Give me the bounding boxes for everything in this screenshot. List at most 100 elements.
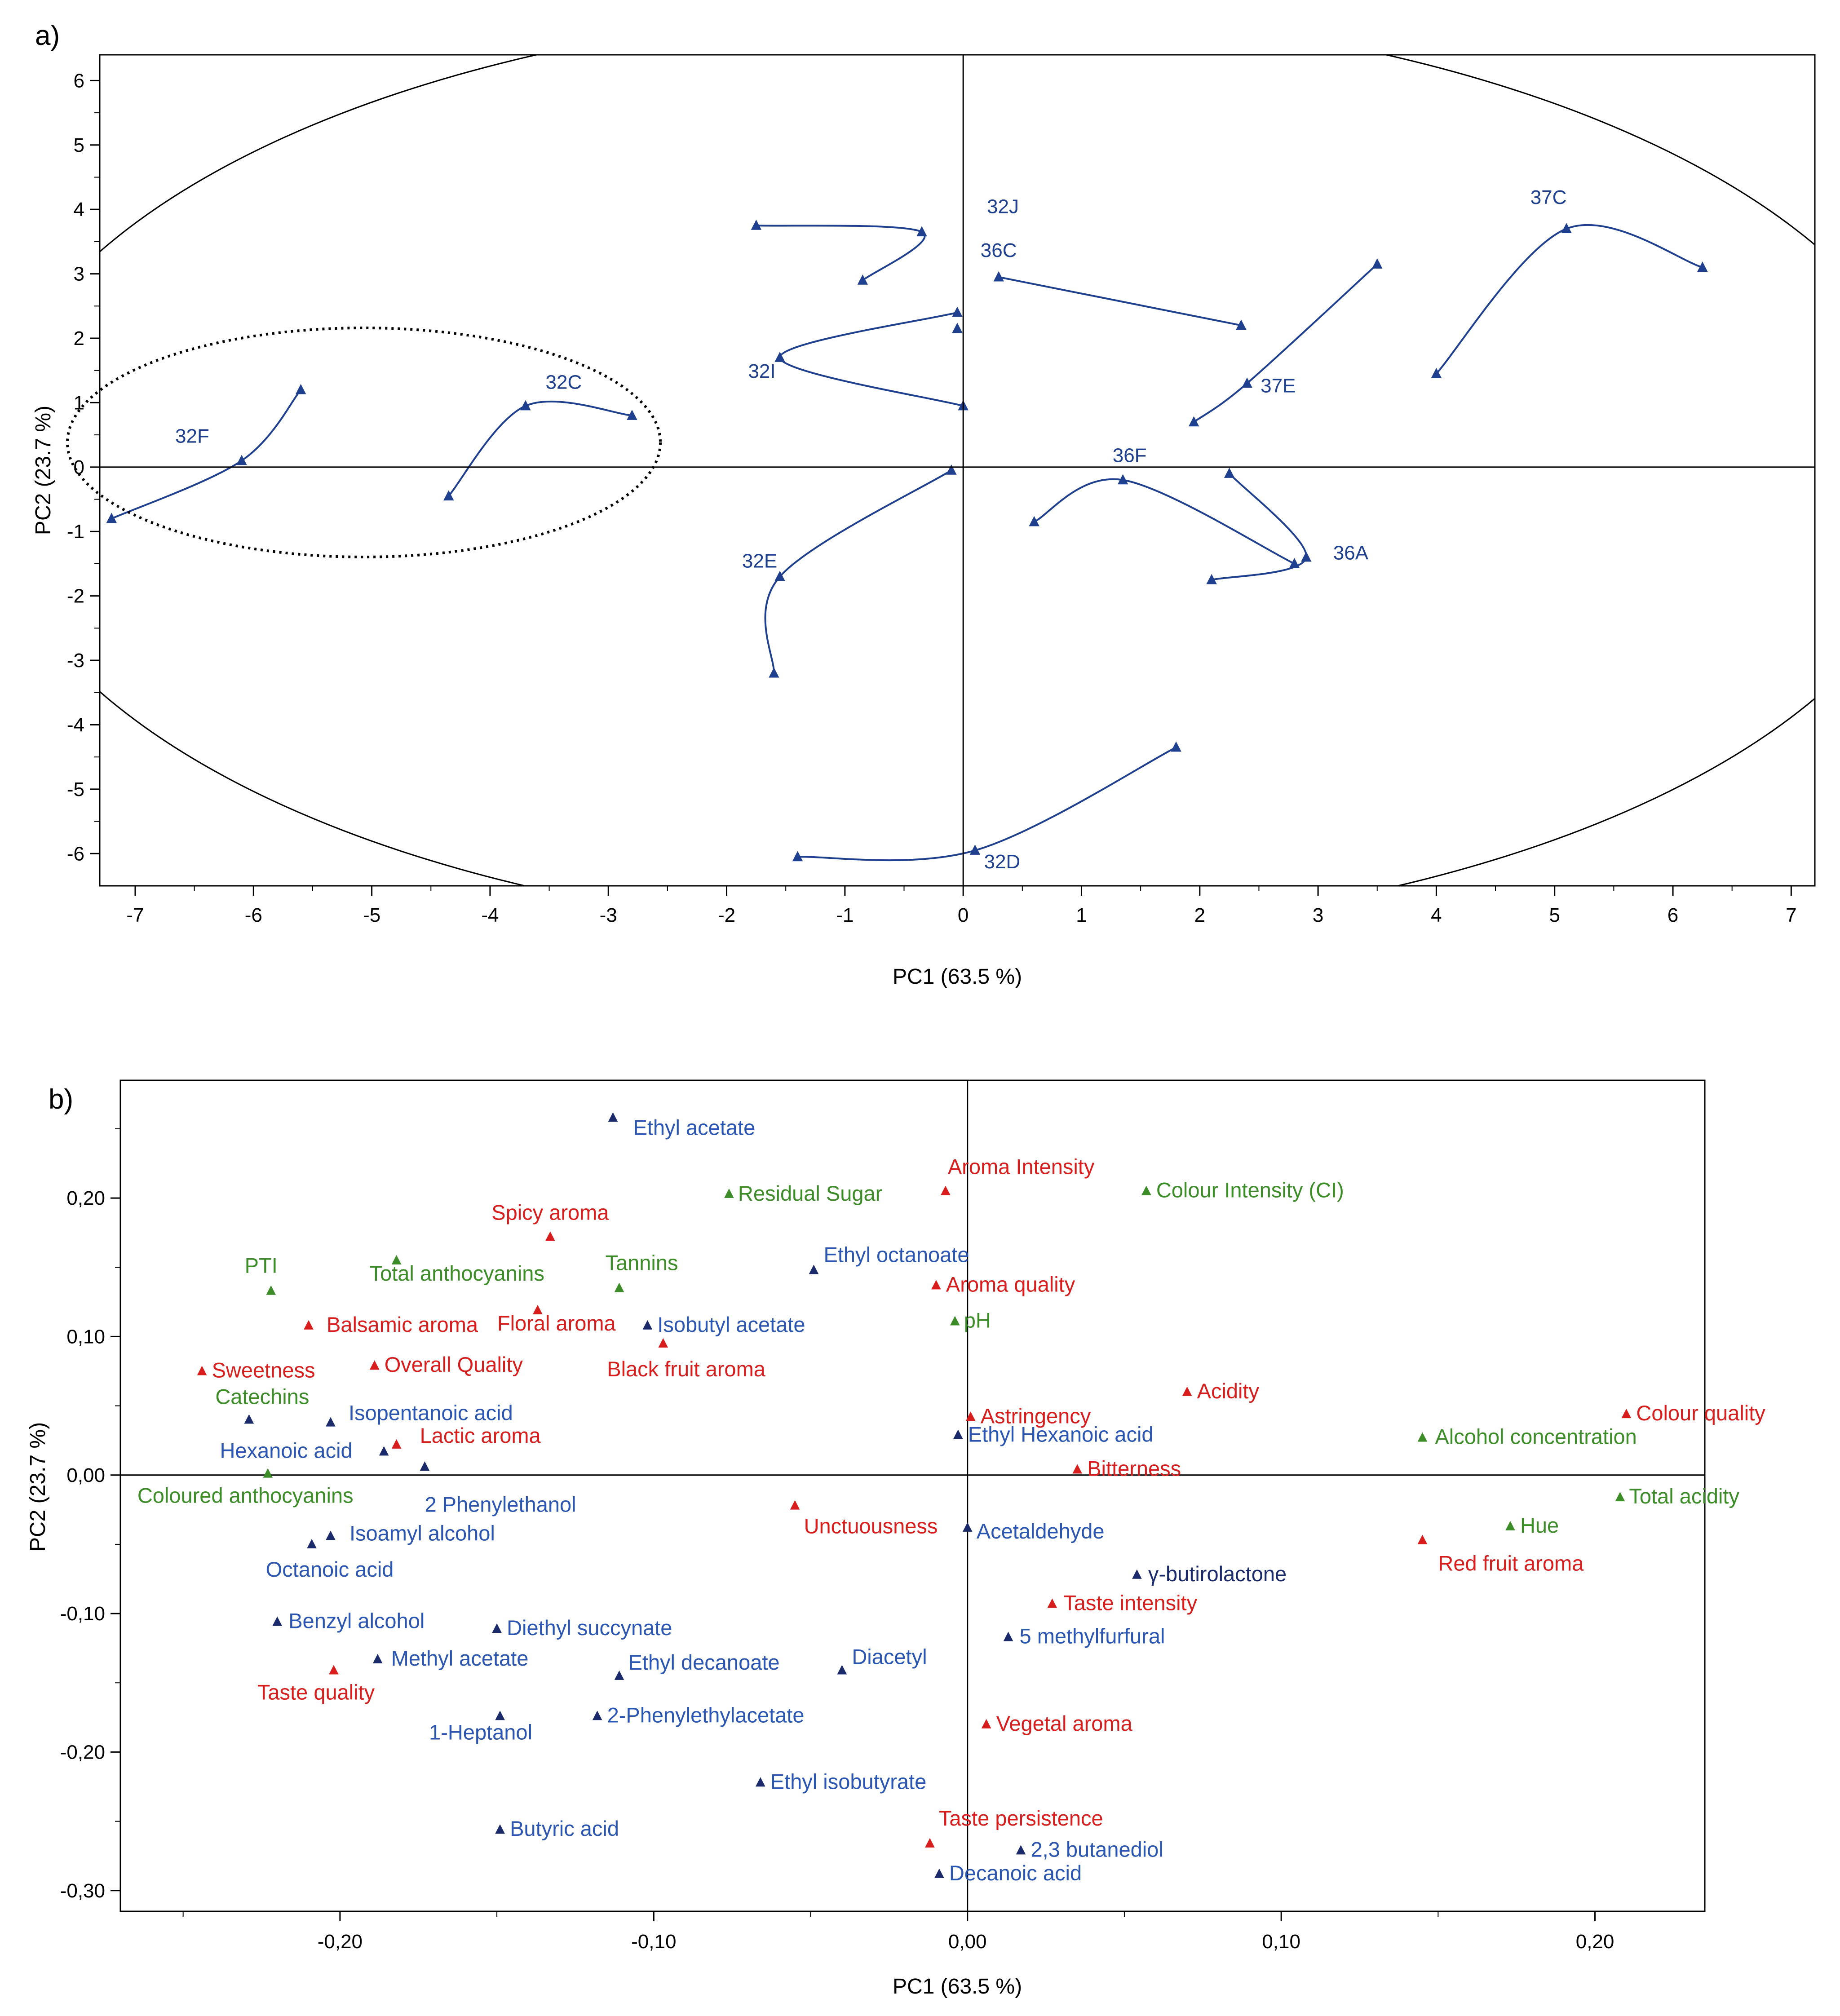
panel-b-variables: Ethyl acetate Aroma Intensity Residual Sug… bbox=[137, 1112, 1765, 1885]
panel-a-score-plot: a) -7 -6 -5 -4 -3 -2 -1 0 1 2 3 4 5 6 7 6 5 4 3 2 1 0 -1 -2 -3 -4… bbox=[31, 20, 1816, 989]
panel-a-highlight-ellipse bbox=[66, 327, 662, 558]
panel-a-y-tick-label: 4 bbox=[74, 199, 84, 221]
marker-bitterness bbox=[1072, 1464, 1082, 1474]
label-ethyl-acetate: Ethyl acetate bbox=[633, 1115, 756, 1139]
label-unctuousness: Unctuousness bbox=[804, 1514, 938, 1538]
marker-lactic-aroma bbox=[391, 1439, 402, 1449]
marker-ethyl-octanoate bbox=[809, 1264, 819, 1274]
marker-decanoic-acid bbox=[934, 1868, 944, 1878]
panel-b-y-axis-title: PC2 (23.7 %) bbox=[26, 1422, 50, 1552]
marker-catechins bbox=[244, 1414, 254, 1424]
panel-a-y-tick-label: 0 bbox=[74, 456, 84, 478]
marker-butirolactone bbox=[1132, 1569, 1142, 1579]
marker-5-methylfurfural bbox=[1003, 1631, 1013, 1641]
marker-alcohol-concentration bbox=[1417, 1432, 1428, 1442]
marker-32D bbox=[792, 851, 803, 862]
panel-a-sample-labels: 32J 36C 32I 37C 37E 32F 32C 36F 36A 32E 32D bbox=[175, 186, 1566, 873]
trajectory-36C bbox=[998, 276, 1242, 327]
panel-a-confidence-ellipse bbox=[100, 55, 1815, 886]
sample-label-32D: 32D bbox=[984, 851, 1020, 873]
panel-a-y-axis-title: PC2 (23.7 %) bbox=[31, 406, 55, 535]
label-coloured-anthocyanins: Coloured anthocyanins bbox=[137, 1484, 354, 1508]
trajectory-32F bbox=[111, 389, 302, 520]
label-methyl-acetate: Methyl acetate bbox=[391, 1646, 529, 1670]
panel-b-y-tick-label: 0,00 bbox=[66, 1464, 105, 1486]
sample-label-32E: 32E bbox=[742, 550, 777, 572]
panel-b-x-tick-label: -0,20 bbox=[318, 1931, 363, 1953]
panel-b-letter: b) bbox=[49, 1084, 73, 1115]
panel-a-y-tick-label: -1 bbox=[67, 521, 84, 543]
label-lactic-aroma: Lactic aroma bbox=[420, 1424, 541, 1447]
marker-butyric-acid bbox=[495, 1824, 505, 1834]
label-aroma-quality: Aroma quality bbox=[946, 1272, 1075, 1296]
marker-diethyl-succynate bbox=[492, 1623, 502, 1633]
marker-isopentanoic-acid bbox=[326, 1417, 336, 1427]
panel-a-y-tick-label: -5 bbox=[67, 778, 84, 800]
panel-a-x-tick-label: -1 bbox=[836, 904, 854, 926]
panel-a-x-tick-label: -3 bbox=[600, 904, 617, 926]
label-red-fruit-aroma: Red fruit aroma bbox=[1438, 1552, 1584, 1575]
label-isobutyl-acetate: Isobutyl acetate bbox=[657, 1313, 805, 1336]
marker-taste-persistence bbox=[925, 1838, 935, 1848]
label-residual-sugar: Residual Sugar bbox=[738, 1181, 882, 1205]
panel-a-y-tick-label: -3 bbox=[67, 650, 84, 672]
panel-a-x-tick-label: 3 bbox=[1313, 904, 1323, 926]
marker-36C bbox=[993, 271, 1004, 282]
marker-32E bbox=[769, 667, 779, 678]
marker-37C bbox=[1561, 223, 1572, 233]
marker-diacetyl bbox=[837, 1665, 847, 1675]
trajectory-32I bbox=[779, 311, 964, 407]
marker-32C bbox=[627, 410, 637, 420]
sample-label-32I: 32I bbox=[748, 360, 775, 382]
label-acetaldehyde: Acetaldehyde bbox=[977, 1519, 1105, 1543]
label-vegetal-aroma: Vegetal aroma bbox=[996, 1711, 1133, 1735]
panel-b-x-tick-label: 0,10 bbox=[1262, 1931, 1300, 1953]
marker-spicy-aroma bbox=[545, 1231, 555, 1241]
panel-a-x-tick-label: 4 bbox=[1431, 904, 1442, 926]
panel-a-y-tick-label: -6 bbox=[67, 843, 84, 865]
label-ph: pH bbox=[964, 1309, 991, 1332]
panel-a-x-tick-label: -5 bbox=[363, 904, 380, 926]
label-tannins: Tannins bbox=[605, 1251, 678, 1275]
marker-total-acidity bbox=[1615, 1492, 1625, 1502]
panel-a-trajectories bbox=[111, 224, 1703, 862]
panel-b-y-tick-label: 0,10 bbox=[66, 1326, 105, 1348]
label-catechins: Catechins bbox=[215, 1384, 309, 1408]
marker-vegetal-aroma bbox=[981, 1719, 991, 1729]
marker-extra bbox=[952, 323, 963, 333]
panel-a-x-tick-label: -7 bbox=[126, 904, 144, 926]
panel-a-markers bbox=[106, 220, 1708, 862]
panel-b-y-tick-label: -0,20 bbox=[60, 1741, 105, 1763]
marker-acidity bbox=[1182, 1386, 1192, 1396]
label-ethyl-isobutyrate: Ethyl isobutyrate bbox=[770, 1769, 926, 1793]
marker-taste-intensity bbox=[1047, 1598, 1057, 1608]
marker-32C bbox=[443, 490, 454, 501]
panel-b-frame bbox=[119, 1079, 1706, 1912]
panel-a-y-tick-label: 2 bbox=[74, 327, 84, 349]
label-diacetyl: Diacetyl bbox=[852, 1645, 927, 1669]
label-colour-quality: Colour quality bbox=[1636, 1401, 1765, 1425]
marker-32D bbox=[1171, 741, 1181, 752]
marker-astringency bbox=[965, 1411, 976, 1421]
marker-unctuousness bbox=[790, 1500, 800, 1510]
panel-a-x-tick-label: -4 bbox=[481, 904, 499, 926]
panel-b-y-tick-label: -0,30 bbox=[60, 1880, 105, 1902]
panel-a-x-tick-label: 1 bbox=[1076, 904, 1087, 926]
marker-32I bbox=[774, 352, 785, 362]
marker-balsamic-aroma bbox=[304, 1320, 314, 1330]
marker-black-fruit-aroma bbox=[658, 1338, 668, 1348]
panel-a-y-tick-label: 3 bbox=[74, 263, 84, 285]
panel-a-frame bbox=[99, 54, 1816, 887]
panel-b-x-tick-label: -0,10 bbox=[631, 1931, 676, 1953]
marker-aroma-intensity bbox=[941, 1185, 951, 1195]
marker-37C bbox=[1431, 367, 1442, 378]
sample-label-36F: 36F bbox=[1113, 445, 1147, 467]
marker-total-anthocyanins bbox=[391, 1255, 402, 1264]
marker-pti bbox=[266, 1285, 276, 1295]
panel-a-x-tick-label: 5 bbox=[1549, 904, 1560, 926]
marker-sweetness bbox=[197, 1366, 207, 1375]
label-hexanoic-acid: Hexanoic acid bbox=[220, 1438, 352, 1462]
marker-32I bbox=[952, 306, 963, 317]
marker-hexanoic-acid bbox=[379, 1446, 389, 1456]
marker-2-3-butanediol bbox=[1016, 1845, 1026, 1855]
